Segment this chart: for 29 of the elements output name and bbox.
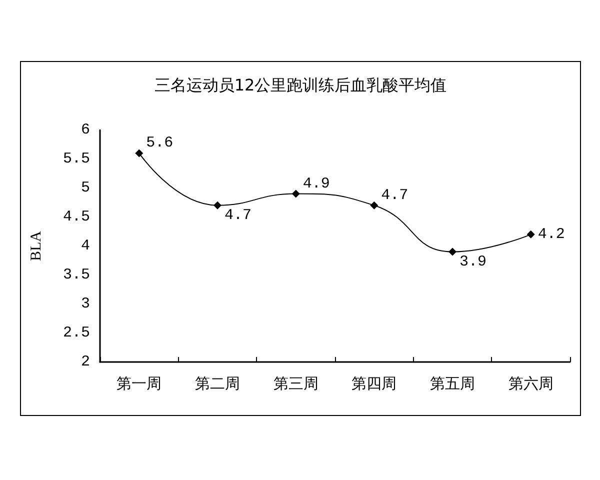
point	[135, 149, 144, 158]
data-label: 4.7	[381, 186, 408, 204]
x-tick-label: 第二周	[195, 374, 240, 392]
y-tick-label: 2	[80, 354, 90, 370]
y-tick-label: 4	[80, 238, 90, 254]
x-tick-label: 第六周	[508, 374, 554, 392]
point	[214, 201, 222, 210]
chart-title: 三名运动员12公里跑训练后血乳酸平均值	[154, 76, 447, 94]
data-label: 3.9	[460, 253, 487, 270]
point	[526, 230, 535, 238]
y-tick-label: 3	[80, 296, 90, 312]
y-tick-label: 5	[80, 180, 90, 196]
x-tick-label: 第五周	[430, 374, 475, 392]
y-tick-label: 5.5	[62, 150, 90, 168]
point	[292, 190, 300, 198]
point	[370, 201, 378, 210]
x-tick-label: 第一周	[116, 374, 162, 392]
data-label: 5.6	[146, 134, 174, 152]
y-tick-label: 6	[80, 122, 90, 138]
y-tick-label: 3.5	[62, 266, 90, 284]
data-label: 4.2	[538, 226, 565, 243]
y-tick-label: 2.5	[62, 324, 90, 342]
y-axis-title: BLA	[28, 230, 44, 261]
y-tick-label: 4.5	[62, 208, 90, 226]
x-tick-label: 第三周	[273, 374, 318, 392]
x-tick-label: 第四周	[352, 374, 397, 392]
data-label: 4.9	[302, 175, 330, 192]
data-label: 4.7	[224, 206, 252, 224]
point	[448, 248, 456, 256]
